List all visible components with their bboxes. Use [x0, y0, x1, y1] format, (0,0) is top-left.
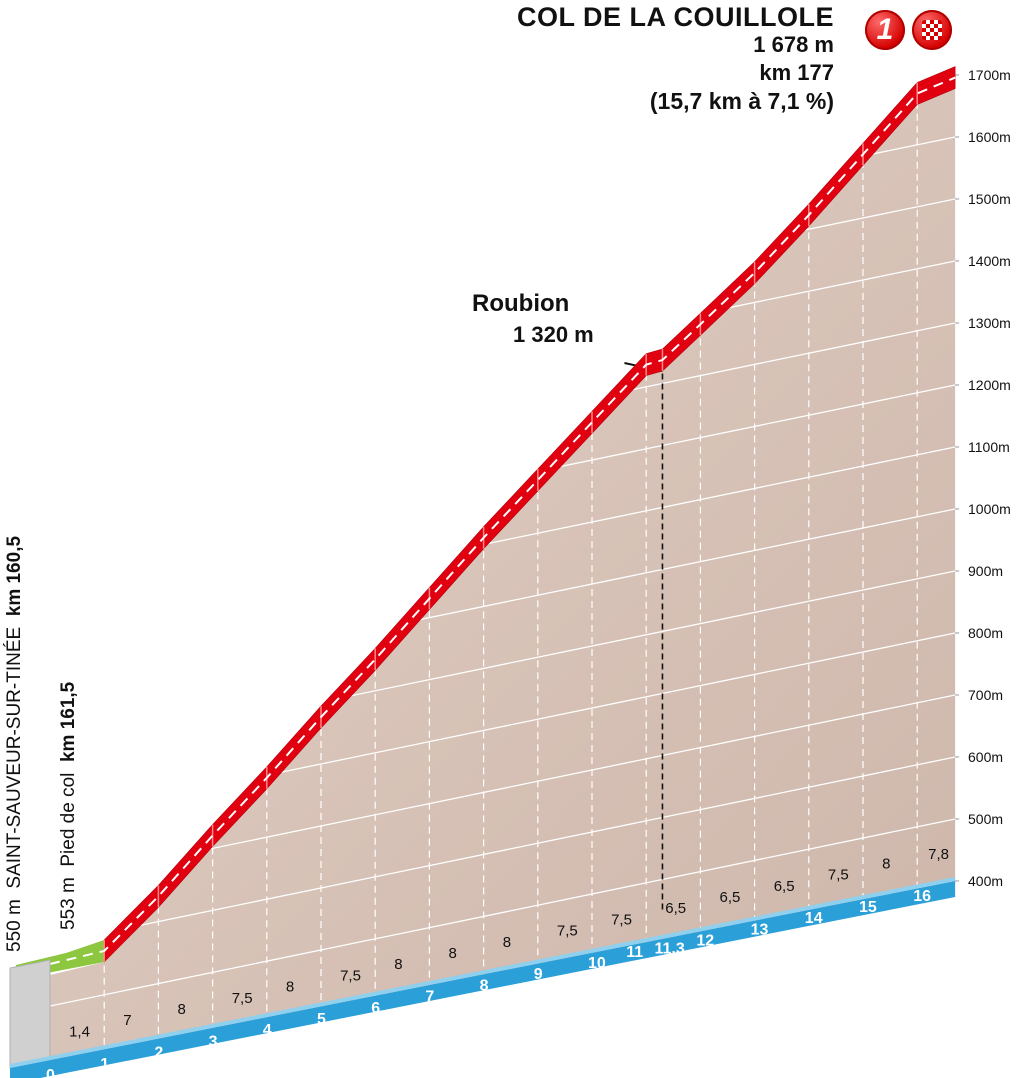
- km-label-7: 7: [425, 989, 434, 1006]
- base-band-top: [10, 876, 956, 1068]
- roubion-label: Roubion: [472, 290, 570, 317]
- km-label-3: 3: [209, 1033, 218, 1050]
- grade-label-5: 7,5: [340, 967, 361, 984]
- alt-label-1000: 1000m: [968, 501, 1011, 517]
- alt-label-1300: 1300m: [968, 315, 1011, 331]
- road-segment-11: [645, 348, 663, 377]
- alt-label-1200: 1200m: [968, 377, 1011, 393]
- alt-label-1700: 1700m: [968, 67, 1011, 83]
- km-label-9: 9: [534, 966, 543, 983]
- km-label-14: 14: [805, 910, 823, 927]
- km-label-2: 2: [154, 1045, 163, 1062]
- finish-flag-badge-icon: [912, 10, 952, 50]
- grade-label-12: 6,5: [720, 889, 741, 906]
- category-number: 1: [876, 13, 894, 46]
- alt-label-1600: 1600m: [968, 129, 1011, 145]
- grade-label-0: 1,4: [69, 1023, 90, 1040]
- alt-label-700: 700m: [968, 687, 1003, 703]
- grade-label-11: 6,5: [665, 900, 686, 917]
- grade-label-7: 8: [449, 945, 457, 962]
- grade-label-4: 8: [286, 979, 294, 996]
- km-label-6: 6: [371, 1000, 380, 1017]
- road-centre-line: [49, 76, 956, 965]
- grade-label-15: 8: [882, 855, 890, 872]
- summit-grade: (15,7 km à 7,1 %): [649, 88, 834, 114]
- km-label-12: 12: [696, 933, 714, 950]
- km-label-11: 11: [626, 944, 643, 961]
- km-label-0: 0: [46, 1067, 55, 1078]
- start-km: km 160,5: [4, 535, 25, 617]
- km-label-4: 4: [263, 1022, 272, 1039]
- summit-km: km 177: [759, 60, 834, 85]
- alt-label-1100: 1100m: [968, 439, 1010, 455]
- km-label-13: 13: [751, 921, 769, 938]
- grade-label-3: 7,5: [232, 990, 253, 1007]
- terrain-area: [50, 88, 956, 1069]
- alt-label-600: 600m: [968, 749, 1003, 765]
- foot-km: km 161,5: [58, 681, 79, 763]
- alt-label-400: 400m: [968, 873, 1003, 889]
- category-1-badge-icon: 1: [865, 10, 905, 50]
- start-block: [9, 959, 51, 1069]
- alt-label-500: 500m: [968, 811, 1003, 827]
- start-town: SAINT-SAUVEUR-SUR-TINÉE: [4, 626, 25, 889]
- gridline-500: [50, 818, 956, 1007]
- grade-label-14: 7,5: [828, 867, 849, 884]
- km-label-5: 5: [317, 1011, 326, 1028]
- km-label-16: 16: [913, 888, 931, 905]
- summit-altitude: 1 678 m: [753, 32, 834, 57]
- km-label-1: 1: [100, 1056, 109, 1073]
- grade-label-6: 8: [394, 956, 402, 973]
- checkered-flag-icon: [922, 20, 942, 40]
- grade-label-8: 8: [503, 934, 511, 951]
- grade-label-16: 7,8: [928, 846, 949, 863]
- roubion-altitude: 1 320 m: [513, 322, 594, 347]
- grade-label-13: 6,5: [774, 878, 795, 895]
- km-label-8: 8: [480, 977, 489, 994]
- summit-name: COL DE LA COUILLOLE: [517, 2, 834, 32]
- base-band: [10, 880, 956, 1078]
- km-label-11,3: 11,3: [654, 940, 684, 957]
- km-label-15: 15: [859, 899, 877, 916]
- start-label: 550 m SAINT-SAUVEUR-SUR-TINÉE km 160,5: [4, 536, 26, 952]
- gridline-600: [50, 756, 956, 945]
- alt-label-1500: 1500m: [968, 191, 1011, 207]
- foot-altitude: 553 m: [58, 877, 79, 930]
- grade-label-10: 7,5: [611, 911, 632, 928]
- start-altitude: 550 m: [4, 899, 25, 952]
- foot-text: Pied de col: [58, 772, 79, 867]
- grade-label-1: 7: [123, 1012, 131, 1029]
- grade-label-2: 8: [178, 1001, 186, 1018]
- grade-label-9: 7,5: [557, 923, 578, 940]
- foot-label: 553 m Pied de col km 161,5: [58, 682, 80, 930]
- km-label-10: 10: [588, 955, 606, 972]
- alt-label-900: 900m: [968, 563, 1003, 579]
- alt-label-1400: 1400m: [968, 253, 1011, 269]
- alt-label-800: 800m: [968, 625, 1003, 641]
